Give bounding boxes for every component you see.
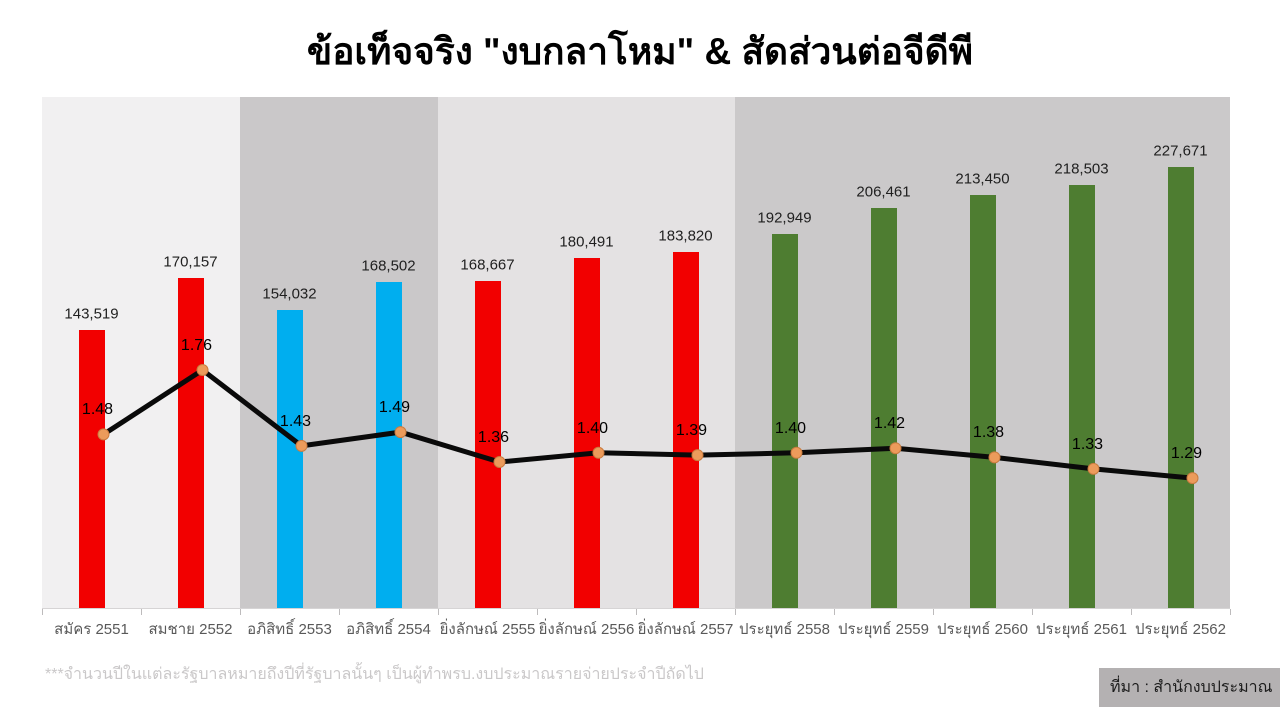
line-value-label: 1.43 <box>279 412 312 430</box>
bar-value-label: 206,461 <box>856 183 911 201</box>
bar <box>474 281 501 608</box>
x-axis-tick <box>735 609 736 615</box>
x-axis-tick <box>339 609 340 615</box>
x-axis-label: สมชาย 2552 <box>148 621 233 638</box>
x-axis-line <box>42 608 1230 609</box>
line-value-label: 1.40 <box>576 419 609 437</box>
background-band <box>42 97 240 608</box>
x-axis-tick <box>834 609 835 615</box>
x-axis-label: ยิ่งลักษณ์ 2555 <box>439 621 536 638</box>
chart-title: ข้อเท็จจริง "งบกลาโหม" & สัดส่วนต่อจีดีพ… <box>306 31 974 72</box>
bar-value-label: 180,491 <box>559 233 614 251</box>
line-value-label: 1.76 <box>180 337 213 354</box>
line-marker <box>196 364 209 376</box>
x-axis-label: ประยุทธ์ 2562 <box>1134 621 1227 638</box>
line-marker <box>889 442 902 455</box>
bar-value-label: 192,949 <box>757 209 812 227</box>
line-marker <box>295 439 308 452</box>
line-value-label: 1.48 <box>81 401 114 419</box>
bar-value-label: 168,502 <box>361 257 416 275</box>
bar <box>78 330 105 608</box>
bar-value-label: 168,667 <box>460 256 515 274</box>
bar <box>870 208 897 608</box>
line-value-label: 1.39 <box>675 422 708 440</box>
bar <box>969 195 996 608</box>
x-axis-tick <box>42 609 43 615</box>
bar-value-label: 227,671 <box>1153 142 1208 160</box>
line-marker <box>1087 462 1100 475</box>
bar-value-label: 143,519 <box>64 305 119 323</box>
line-marker <box>493 456 506 468</box>
line-marker <box>97 428 110 441</box>
bar-value-label: 213,450 <box>955 170 1010 188</box>
line-marker <box>988 451 1001 464</box>
bar <box>771 234 798 608</box>
x-axis-label: ประยุทธ์ 2559 <box>837 621 930 638</box>
source-label: ที่มา : สำนักงบประมาณ <box>1110 679 1273 696</box>
bar <box>672 252 699 608</box>
gdp-ratio-line <box>97 364 1199 485</box>
bar <box>177 278 204 608</box>
bar <box>1068 185 1095 608</box>
x-axis-tick <box>933 609 934 615</box>
x-axis-label: อภิสิทธิ์ 2553 <box>247 621 332 638</box>
x-axis-label: ยิ่งลักษณ์ 2556 <box>538 621 635 638</box>
bar <box>276 310 303 608</box>
line-value-label: 1.42 <box>873 415 906 433</box>
line-marker <box>1186 472 1199 485</box>
line-value-label: 1.33 <box>1071 435 1104 453</box>
bar-value-label: 218,503 <box>1054 160 1109 178</box>
source-box: ที่มา : สำนักงบประมาณ <box>1099 668 1280 707</box>
x-axis-label: ยิ่งลักษณ์ 2557 <box>637 621 734 638</box>
line-marker <box>592 446 605 459</box>
x-axis-label: ประยุทธ์ 2558 <box>738 621 831 638</box>
x-axis-tick <box>141 609 142 615</box>
background-band <box>240 97 438 608</box>
x-axis-tick <box>1032 609 1033 615</box>
line-marker <box>691 449 704 462</box>
line-value-label: 1.38 <box>972 424 1005 442</box>
x-axis-label: ประยุทธ์ 2560 <box>936 621 1029 638</box>
x-axis-label: สมัคร 2551 <box>54 621 129 638</box>
bar <box>573 258 600 608</box>
x-axis-label: ประยุทธ์ 2561 <box>1035 621 1128 638</box>
x-axis-tick <box>636 609 637 615</box>
footnote-text: ***จำนวนปีในแต่ละรัฐบาลหมายถึงปีที่รัฐบา… <box>45 666 704 683</box>
line-value-label: 1.36 <box>477 429 510 446</box>
x-axis-tick <box>537 609 538 615</box>
bar <box>1167 167 1194 608</box>
x-axis-tick <box>240 609 241 615</box>
bar-value-label: 154,032 <box>262 285 317 303</box>
bar <box>375 282 402 608</box>
line-marker <box>394 426 407 439</box>
x-axis-label: อภิสิทธิ์ 2554 <box>346 621 431 638</box>
line-marker <box>790 446 803 459</box>
x-axis-tick <box>1131 609 1132 615</box>
line-path <box>102 366 1193 481</box>
line-value-label: 1.49 <box>378 399 411 417</box>
line-value-label: 1.40 <box>774 419 807 437</box>
x-axis-tick <box>438 609 439 615</box>
line-value-label: 1.29 <box>1170 445 1203 463</box>
bar-value-label: 183,820 <box>658 227 713 245</box>
plot-area: 143,519 170,157 154,032 168,502 168,667 180,4… <box>42 97 1230 608</box>
x-axis-tick <box>1230 609 1231 615</box>
bar-value-label: 170,157 <box>163 253 218 271</box>
